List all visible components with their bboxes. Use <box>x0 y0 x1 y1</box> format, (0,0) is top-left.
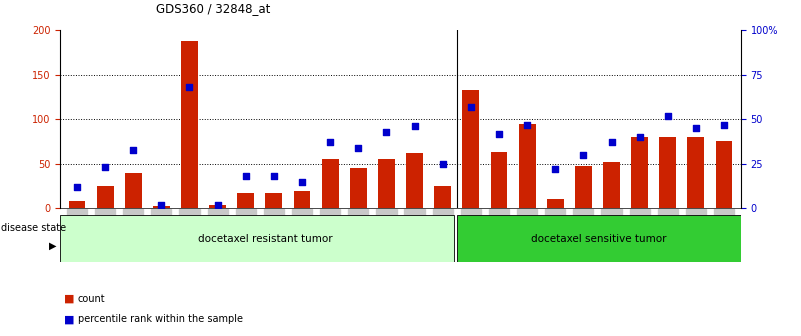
Text: docetaxel resistant tumor: docetaxel resistant tumor <box>198 234 332 244</box>
Point <box>577 152 590 158</box>
Point <box>718 122 731 127</box>
Text: ■: ■ <box>64 294 74 304</box>
Bar <box>687 137 704 208</box>
Text: percentile rank within the sample: percentile rank within the sample <box>78 314 243 324</box>
Bar <box>406 153 423 208</box>
Bar <box>490 152 507 208</box>
Point <box>70 184 83 190</box>
Point <box>634 134 646 140</box>
Point <box>662 113 674 118</box>
Bar <box>209 205 226 208</box>
Point <box>127 147 139 152</box>
Bar <box>69 201 86 208</box>
Point <box>239 174 252 179</box>
Point <box>211 202 224 207</box>
Point <box>437 161 449 167</box>
Point <box>549 166 562 172</box>
Point <box>268 174 280 179</box>
Point <box>352 145 364 151</box>
Bar <box>603 162 620 208</box>
Point <box>155 202 167 207</box>
Text: docetaxel sensitive tumor: docetaxel sensitive tumor <box>531 234 666 244</box>
Bar <box>350 168 367 208</box>
Bar <box>378 159 395 208</box>
Point <box>324 140 336 145</box>
Bar <box>434 186 451 208</box>
Point <box>521 122 533 127</box>
Bar <box>462 90 479 208</box>
Bar <box>237 193 254 208</box>
Text: ▶: ▶ <box>49 240 56 250</box>
Bar <box>294 191 311 208</box>
Bar <box>631 137 648 208</box>
Bar <box>457 215 741 262</box>
Point <box>493 131 505 136</box>
Bar <box>265 193 282 208</box>
Bar <box>547 200 564 208</box>
Bar <box>60 215 454 262</box>
Bar <box>659 137 676 208</box>
Point <box>380 129 392 134</box>
Point <box>465 104 477 110</box>
Bar <box>97 186 114 208</box>
Point <box>296 179 308 184</box>
Point <box>690 126 702 131</box>
Text: GDS360 / 32848_at: GDS360 / 32848_at <box>156 2 271 15</box>
Bar <box>322 159 339 208</box>
Point <box>409 124 421 129</box>
Text: ■: ■ <box>64 314 74 324</box>
Text: count: count <box>78 294 105 304</box>
Bar <box>125 173 142 208</box>
Bar <box>519 124 536 208</box>
Bar <box>153 206 170 208</box>
Bar <box>575 166 592 208</box>
Text: disease state: disease state <box>1 223 66 234</box>
Bar <box>181 41 198 208</box>
Point <box>183 85 196 90</box>
Bar <box>715 141 732 208</box>
Point <box>605 140 618 145</box>
Point <box>99 165 111 170</box>
